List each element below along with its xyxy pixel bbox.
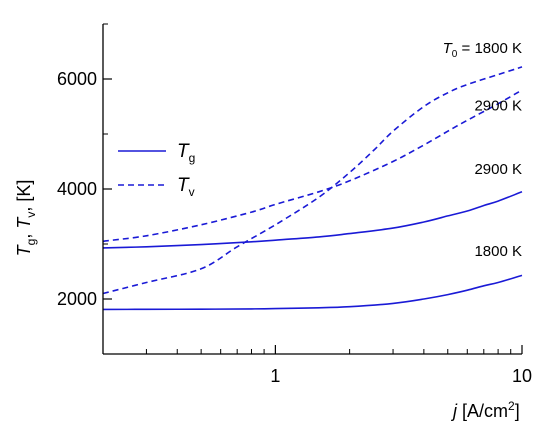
ticks: 2000 4000 6000 1 10 (57, 23, 532, 386)
series-line-tv-2900 (102, 89, 523, 243)
y-axis-title: Tg, Tv, [K] (14, 180, 38, 257)
annotation-label: 2900 K (474, 97, 522, 114)
legend: Tg Tv (118, 141, 195, 199)
x-tick-label: 1 (270, 366, 280, 386)
y-tick-label: 4000 (57, 179, 97, 199)
series-line-tg-2900 (102, 191, 523, 249)
plot-lines (102, 66, 523, 311)
axes (102, 24, 522, 355)
series-line-tg-1800 (102, 274, 523, 311)
annotations: T0 = 1800 K 2900 K 2900 K 1800 K (443, 40, 522, 260)
series-line-tv-1800 (102, 66, 523, 295)
annotation-label: 2900 K (474, 161, 522, 178)
annotation-label: 1800 K (474, 243, 522, 260)
legend-label-tv: Tv (177, 175, 195, 199)
x-tick-label: 10 (512, 366, 532, 386)
annotation-label: T0 = 1800 K (443, 40, 522, 60)
y-tick-label: 6000 (57, 69, 97, 89)
x-axis-title: j [A/cm2] (450, 399, 520, 421)
y-tick-label: 2000 (57, 289, 97, 309)
legend-label-tg: Tg (177, 141, 195, 165)
